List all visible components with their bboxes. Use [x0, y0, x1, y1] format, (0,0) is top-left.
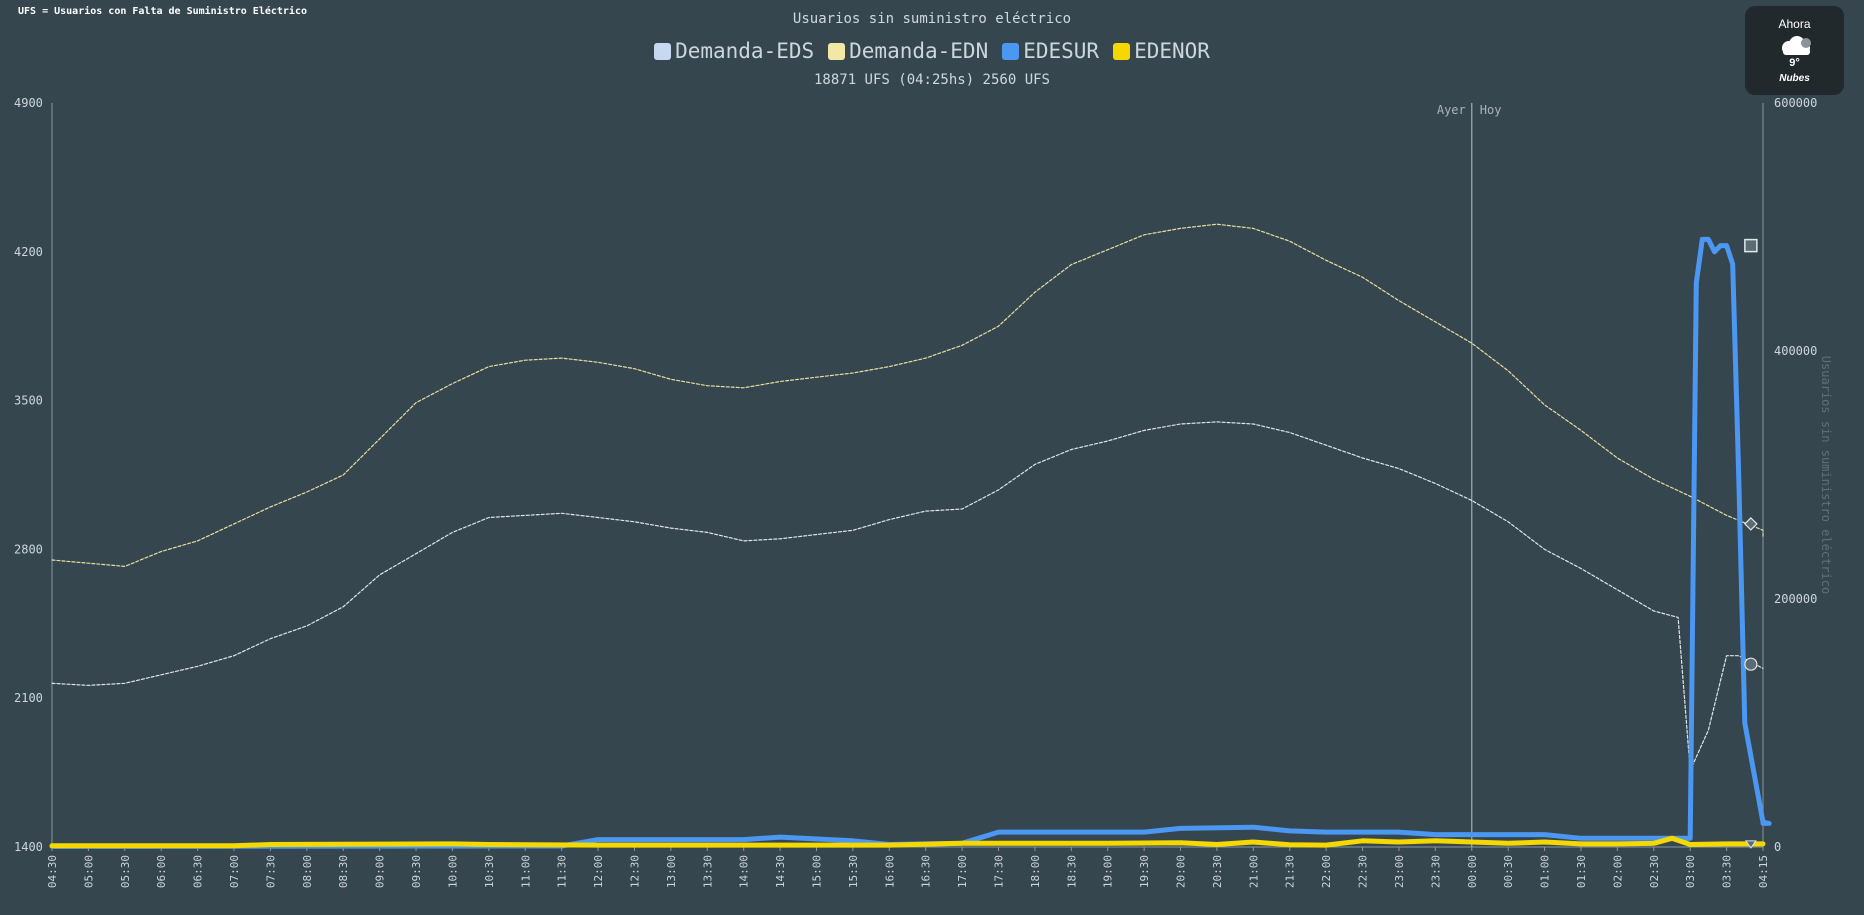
x-tick-label: 04:30 [46, 855, 59, 888]
chart-legend: Demanda-EDS Demanda-EDN EDESUR EDENOR [0, 39, 1864, 63]
annotation-hoy: Hoy [1480, 103, 1502, 117]
x-tick-label: 05:30 [119, 855, 132, 888]
x-tick-label: 12:00 [592, 855, 605, 888]
legend-label-edenor: EDENOR [1134, 39, 1210, 63]
series-line-edenor [49, 835, 1766, 849]
legend-item-edenor[interactable]: EDENOR [1113, 39, 1210, 63]
x-tick-label: 19:00 [1102, 855, 1115, 888]
y-left-tick-label: 1400 [14, 840, 43, 854]
x-tick-label: 06:30 [192, 855, 205, 888]
weather-description: Nubes [1779, 73, 1810, 84]
x-tick-label: 16:30 [920, 855, 933, 888]
x-tick-label: 21:00 [1247, 855, 1260, 888]
axes-layer: 1400 2100 2800 3500 4200 4900 0 200000 400000 600… [14, 96, 1833, 888]
x-tick-label: 21:30 [1284, 855, 1297, 888]
x-tick-label: 14:30 [774, 855, 787, 888]
weather-widget[interactable]: Ahora 9° Nubes [1745, 6, 1844, 95]
edesur-marker [1744, 238, 1758, 253]
marker-layer [1744, 238, 1758, 849]
legend-item-edesur[interactable]: EDESUR [1002, 39, 1099, 63]
y-right-tick-label: 400000 [1774, 344, 1817, 358]
x-tick-label: 14:00 [738, 855, 751, 888]
x-tick-label: 13:30 [701, 855, 714, 888]
x-tick-label: 08:30 [337, 855, 350, 888]
legend-swatch-demanda-edn [828, 42, 846, 60]
y-right-tick-label: 600000 [1774, 96, 1817, 110]
y-left-tick-label: 3500 [14, 394, 43, 408]
series-line-demanda-eds [51, 421, 1764, 772]
demanda-eds-marker [1744, 657, 1758, 671]
chart-title: Usuarios sin suministro eléctrico [792, 11, 1072, 27]
x-tick-label: 23:30 [1429, 855, 1442, 888]
x-tick-label: 15:30 [847, 855, 860, 888]
y-left-tick-label: 2800 [14, 542, 43, 556]
x-tick-label: 20:00 [1175, 855, 1188, 888]
annotation-ayer: Ayer [1437, 103, 1466, 117]
x-tick-label: 07:00 [228, 855, 241, 888]
series-line-demanda-edn [51, 223, 1764, 567]
x-tick-label: 00:00 [1466, 855, 1479, 888]
x-tick-label: 18:30 [1065, 855, 1078, 888]
x-tick-label: 15:00 [810, 855, 823, 888]
x-tick-label: 11:00 [519, 855, 532, 888]
x-tick-label: 01:30 [1575, 855, 1588, 888]
x-tick-label: 05:00 [82, 855, 95, 888]
y-left-tick-label: 2100 [14, 691, 43, 705]
legend-label-edesur: EDESUR [1023, 39, 1100, 63]
x-tick-label: 09:30 [410, 855, 423, 888]
y-left-tick-label: 4900 [14, 96, 43, 110]
legend-swatch-edesur [1002, 42, 1020, 60]
legend-swatch-demanda-eds [654, 42, 672, 60]
x-tick-label: 07:30 [264, 855, 277, 888]
x-tick-label: 03:00 [1684, 855, 1697, 888]
y-right-tick-label: 0 [1774, 840, 1781, 854]
x-tick-label: 16:00 [883, 855, 896, 888]
series-line-edesur [49, 236, 1772, 849]
chart-subtitle: 18871 UFS (04:25hs) 2560 UFS [813, 72, 1050, 88]
x-tick-label: 19:30 [1138, 855, 1151, 888]
legend-swatch-edenor [1113, 42, 1131, 60]
weather-temp: 9° [1789, 57, 1800, 69]
x-tick-label: 08:00 [301, 855, 314, 888]
x-tick-label: 00:30 [1502, 855, 1515, 888]
y-right-axis-label: Usuarios sin suministro eléctrico [1819, 356, 1833, 594]
y-right-tick-label: 200000 [1774, 592, 1817, 606]
x-tick-label: 17:30 [993, 855, 1006, 888]
x-tick-label: 12:30 [628, 855, 641, 888]
x-tick-label: 02:00 [1611, 855, 1624, 888]
legend-label-demanda-eds: Demanda-EDS [675, 39, 815, 63]
x-tick-label: 04:15 [1757, 855, 1770, 888]
x-tick-label: 13:00 [665, 855, 678, 888]
legend-item-demanda-eds[interactable]: Demanda-EDS [654, 39, 814, 63]
cloud-icon [1781, 36, 1811, 55]
series-layer [49, 223, 1772, 849]
legend-item-demanda-edn[interactable]: Demanda-EDN [828, 39, 988, 63]
x-tick-label: 23:00 [1393, 855, 1406, 888]
y-left-tick-label: 4200 [14, 245, 43, 259]
x-tick-label: 22:00 [1320, 855, 1333, 888]
x-tick-label: 17:00 [956, 855, 969, 888]
x-tick-label: 22:30 [1357, 855, 1370, 888]
x-tick-label: 10:30 [483, 855, 496, 888]
ufs-note: UFS = Usuarios con Falta de Suministro E… [18, 6, 307, 17]
x-tick-label: 09:00 [374, 855, 387, 888]
x-tick-label: 06:00 [155, 855, 168, 888]
x-tick-label: 18:00 [1029, 855, 1042, 888]
x-tick-label: 10:00 [446, 855, 459, 888]
weather-title: Ahora [1778, 17, 1811, 31]
legend-label-demanda-edn: Demanda-EDN [849, 39, 989, 63]
edenor-marker [1744, 840, 1757, 849]
x-tick-label: 02:30 [1648, 855, 1661, 888]
x-tick-label: 11:30 [556, 855, 569, 888]
x-tick-label: 20:30 [1211, 855, 1224, 888]
demanda-edn-marker [1744, 517, 1758, 531]
x-tick-label: 03:30 [1721, 855, 1734, 888]
x-tick-label: 01:00 [1539, 855, 1552, 888]
